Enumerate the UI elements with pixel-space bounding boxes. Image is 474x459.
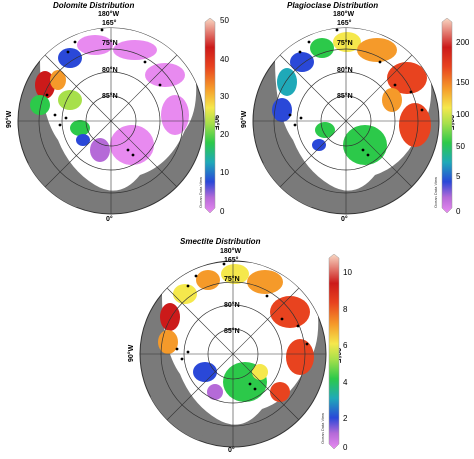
polar-map [17,27,205,215]
map-title: Plagioclase Distribution [287,1,379,10]
data-patch [290,52,314,72]
colorbar-tick: 20 [220,130,229,139]
polar-map [139,260,327,448]
colorbar [204,18,216,213]
colorbar-tick: 40 [220,55,229,64]
data-patch [196,270,220,290]
lon-label-bottom: 0° [228,447,235,454]
data-patch [312,139,326,151]
data-patch [58,90,82,110]
lat-label: 85°N [102,93,118,100]
lon-label-bottom: 0° [341,216,348,223]
data-patch [161,95,189,135]
odv-credit: Ocean Data View [198,176,203,208]
map-panel-dolomite: Dolomite Distribution [0,0,237,230]
data-patch [277,68,297,96]
data-patch [193,362,217,382]
colorbar-tick: 50 [456,142,465,151]
map-title: Dolomite Distribution [53,1,135,10]
lat-label: 75°N [102,40,118,47]
colorbar-tick: 2 [343,414,348,423]
data-patch [145,63,185,87]
lon-label-top-alt: 165° [337,20,352,27]
data-patch [90,138,110,162]
colorbar-tick: 0 [343,443,348,452]
data-patch [77,35,113,55]
data-patch [286,339,314,375]
lon-label-left: 90°W [6,110,13,128]
data-patch [270,296,310,328]
polar-map [252,27,440,215]
lat-label: 85°N [224,328,240,335]
lon-label-top-alt: 165° [102,20,117,27]
data-patch [247,270,283,294]
data-patch [160,303,180,331]
data-patch [35,71,55,99]
data-patch [399,103,431,147]
data-patch [30,95,50,115]
colorbar-tick: 30 [220,92,229,101]
data-patch [113,40,157,60]
odv-credit: Ocean Data View [320,412,325,444]
lon-label-top: 180°W [220,248,242,255]
lon-label-top-alt: 165° [224,257,239,264]
data-patch [357,38,397,62]
data-patch [50,70,66,90]
colorbar-tick: 8 [343,305,348,314]
lon-label-left: 90°W [241,110,248,128]
data-patch [343,125,387,165]
lon-label-bottom: 0° [106,216,113,223]
data-patch [272,98,292,122]
colorbar [328,254,340,449]
data-patch [270,382,290,402]
data-patch [110,125,154,165]
colorbar-tick: 0 [456,207,461,216]
colorbar-tick: 200 [456,38,470,47]
map-title: Smectite Distribution [180,237,261,246]
colorbar-tick: 150 [456,78,470,87]
lon-label-top: 180°W [98,11,120,18]
data-patch [207,384,223,400]
odv-credit: Ocean Data View [433,176,438,208]
colorbar-tick: 50 [220,16,229,25]
lat-label: 85°N [337,93,353,100]
colorbar-tick: 100 [456,110,470,119]
data-patch [173,284,197,304]
lat-label: 75°N [337,40,353,47]
colorbar-tick: 5 [456,172,461,181]
colorbar-tick: 4 [343,378,348,387]
lat-label: 80°N [337,67,353,74]
lat-label: 80°N [224,302,240,309]
map-panel-plagioclase: Plagioclase Distribution [237,0,474,230]
data-patch [221,264,249,284]
data-patch [76,134,90,146]
lon-label-top: 180°W [333,11,355,18]
colorbar-tick: 0 [220,207,225,216]
data-patch [58,48,82,68]
lon-label-left: 90°W [128,344,135,362]
lat-label: 75°N [224,276,240,283]
lat-label: 80°N [102,67,118,74]
data-patch [315,122,335,138]
data-patch [252,364,268,380]
data-patch [70,120,90,136]
data-patch [333,32,361,52]
colorbar [441,18,453,213]
colorbar-tick: 6 [343,341,348,350]
colorbar-tick: 10 [343,268,352,277]
data-patch [310,38,334,58]
colorbar-tick: 10 [220,168,229,177]
map-panel-smectite: Smectite Distribution [120,232,360,459]
